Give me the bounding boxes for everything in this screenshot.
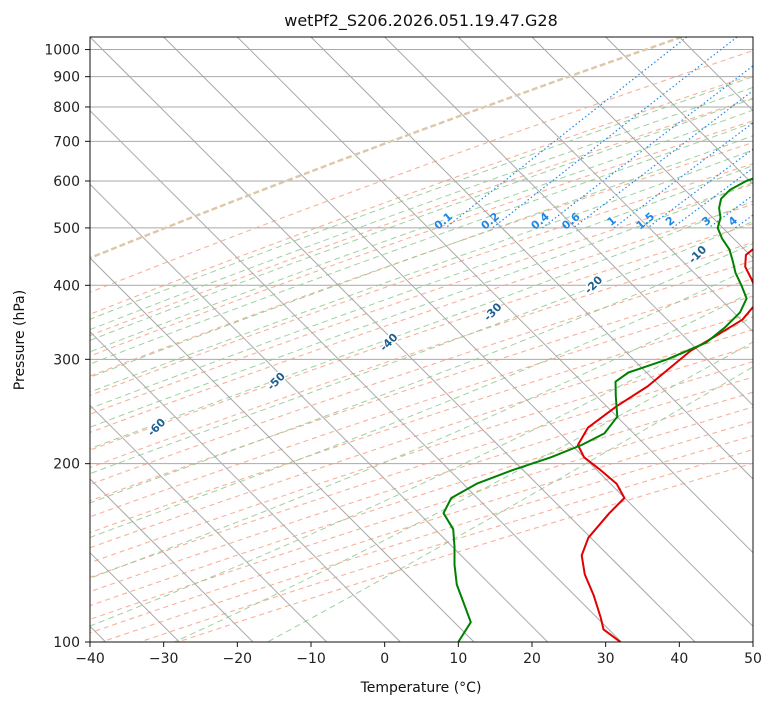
isotherm-line <box>531 37 753 259</box>
x-tick-label: −30 <box>149 651 179 667</box>
moist-adiabat <box>90 242 753 504</box>
temperature-line <box>576 247 753 642</box>
isotherm-line <box>90 257 475 642</box>
mixing-ratio-line <box>492 37 738 229</box>
mixing-ratio-line <box>672 167 753 229</box>
moist-adiabat <box>90 164 753 410</box>
x-tick-label: −10 <box>296 651 326 667</box>
y-tick-label: 200 <box>53 457 80 473</box>
chart-title: wetPf2_S206.2026.051.19.47.G28 <box>284 11 558 31</box>
dry-adiabat <box>90 295 753 518</box>
mixing-ratio-line <box>572 89 753 229</box>
isotherm-line <box>310 37 753 480</box>
isotherm-line <box>90 478 254 642</box>
dry-adiabats <box>90 50 753 642</box>
moist-adiabat <box>90 76 753 320</box>
moist-adiabats <box>90 76 753 642</box>
dry-adiabat <box>90 50 753 293</box>
isotherm-line <box>90 404 328 642</box>
y-tick-label: 100 <box>53 635 80 651</box>
x-tick-label: −40 <box>75 651 105 667</box>
x-axis-ticks: −40 −30 −20 −10 0 10 20 30 40 50 <box>75 642 762 667</box>
dry-adiabat <box>90 203 753 434</box>
skewed-isotherms <box>90 37 753 642</box>
x-tick-label: 30 <box>597 651 615 667</box>
x-axis-title: Temperature (°C) <box>360 680 482 696</box>
dry-adiabat <box>90 241 753 469</box>
x-tick-label: −20 <box>223 651 253 667</box>
mixing-ratio-line <box>542 65 753 229</box>
y-tick-label: 500 <box>53 221 80 237</box>
dry-adiabat <box>90 391 753 607</box>
y-tick-label: 300 <box>53 352 80 368</box>
moist-adiabat <box>90 266 753 539</box>
profile-series <box>442 177 753 642</box>
moist-adiabat <box>90 109 753 353</box>
isotherm-line <box>90 330 401 642</box>
isotherm-line <box>90 183 549 642</box>
x-tick-label: 10 <box>449 651 467 667</box>
dry-adiabat-boundary <box>90 37 683 260</box>
y-tick-label: 900 <box>53 70 80 86</box>
dry-adiabat <box>90 97 753 337</box>
isotherm-line <box>90 37 696 642</box>
isotherm-line <box>605 37 753 186</box>
moist-adiabat <box>90 290 753 579</box>
mixing-ratio-lines <box>445 37 753 229</box>
moist-adiabat <box>90 200 753 450</box>
isotherm-line <box>384 37 753 407</box>
dewpoint-line <box>442 177 753 642</box>
y-tick-label: 800 <box>53 100 80 116</box>
x-tick-label: 50 <box>744 651 762 667</box>
dry-adiabat <box>90 329 753 549</box>
y-tick-label: 400 <box>53 278 80 294</box>
y-axis-title: Pressure (hPa) <box>12 290 28 390</box>
moist-adiabat <box>267 366 753 642</box>
boundary-adiabat <box>90 37 683 260</box>
dry-adiabat <box>90 260 753 485</box>
dry-adiabat <box>90 163 753 397</box>
plot-frame <box>89 36 754 643</box>
y-tick-label: 700 <box>53 134 80 150</box>
y-tick-label: 600 <box>53 174 80 190</box>
moist-adiabat <box>90 98 753 341</box>
isotherm-line <box>457 37 753 333</box>
dry-adiabat <box>90 345 753 564</box>
y-axis-ticks: 100 200 300 400 500 600 700 800 900 1000 <box>44 43 90 651</box>
isotherm-line <box>236 37 753 554</box>
dry-adiabat <box>90 376 753 593</box>
pressure-gridlines <box>90 49 753 642</box>
x-tick-label: 20 <box>523 651 541 667</box>
x-tick-label: 40 <box>670 651 688 667</box>
y-tick-label: 1000 <box>44 43 80 59</box>
x-tick-label: 0 <box>380 651 389 667</box>
isotherm-line <box>90 109 622 642</box>
dry-adiabat <box>90 74 753 315</box>
dry-adiabat <box>90 141 753 377</box>
moist-adiabat <box>90 86 753 331</box>
isotherm-line <box>163 37 753 628</box>
